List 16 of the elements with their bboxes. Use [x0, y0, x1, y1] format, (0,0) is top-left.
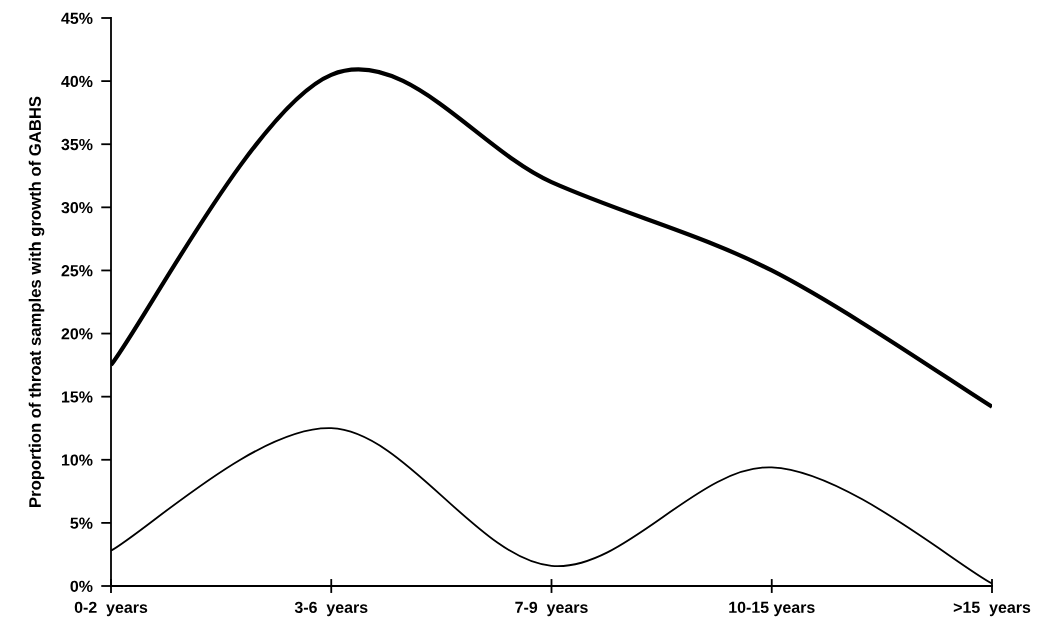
y-axis-title: Proportion of throat samples with growth of GABHS [28, 96, 45, 507]
x-tick-label: 7-9 years [515, 601, 588, 617]
x-tick-label: 0-2 years [74, 601, 148, 617]
y-tick-label: 10% [61, 454, 93, 466]
y-tick-label: 45% [61, 12, 93, 24]
y-tick-label: 25% [61, 265, 93, 277]
x-tick-label: >15 years [953, 601, 1031, 617]
y-tick-label: 40% [61, 75, 93, 88]
y-tick-label: 5% [70, 517, 93, 529]
x-tick-label: 3-6 years [294, 601, 368, 617]
y-tick-label: 20% [61, 328, 93, 340]
x-tick-label: 10-15 years [729, 601, 815, 617]
y-tick-label: 30% [61, 201, 93, 214]
y-tick-label: 0% [70, 580, 93, 592]
y-tick-label: 15% [61, 391, 93, 403]
y-tick-label: 35% [61, 138, 93, 151]
